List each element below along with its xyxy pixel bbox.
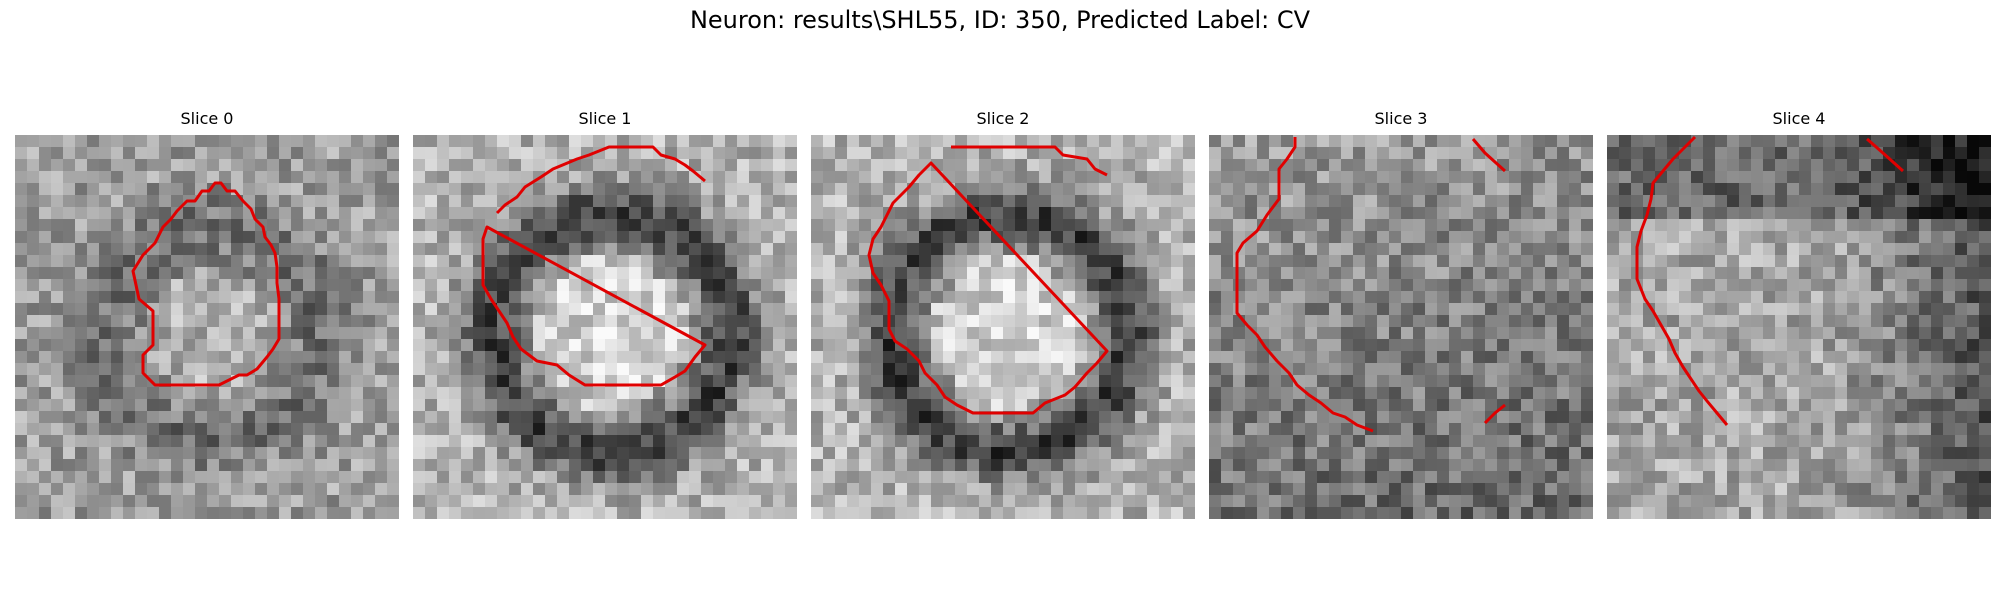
- slice-image-2: [811, 135, 1195, 519]
- pixel-grid: [811, 135, 1195, 519]
- slice-title-1: Slice 1: [578, 109, 632, 128]
- slice-title-0: Slice 0: [180, 109, 234, 128]
- pixel-grid: [1209, 135, 1593, 519]
- slice-panel-3: Slice 3: [1209, 106, 1593, 519]
- slice-panel-2: Slice 2: [811, 106, 1195, 519]
- slice-title-4: Slice 4: [1772, 109, 1826, 128]
- slice-image-3: [1209, 135, 1593, 519]
- slice-image-1: [413, 135, 797, 519]
- segmentation-contour: [1635, 135, 1905, 426]
- pixel-grid: [15, 135, 399, 519]
- slice-title-3: Slice 3: [1374, 109, 1428, 128]
- slice-panel-4: Slice 4: [1607, 106, 1991, 519]
- slice-image-4: [1607, 135, 1991, 519]
- segmentation-contour: [867, 145, 1109, 415]
- pixel-grid: [413, 135, 797, 519]
- pixel-grid: [1607, 135, 1991, 519]
- slice-image-0: [15, 135, 399, 519]
- segmentation-contour: [481, 145, 707, 387]
- slice-panel-0: Slice 0: [15, 106, 399, 519]
- slice-title-2: Slice 2: [976, 109, 1030, 128]
- figure-title: Neuron: results\SHL55, ID: 350, Predicte…: [689, 6, 1311, 34]
- segmentation-contour: [131, 181, 281, 387]
- slice-panel-1: Slice 1: [413, 106, 797, 519]
- segmentation-contour: [1235, 137, 1507, 433]
